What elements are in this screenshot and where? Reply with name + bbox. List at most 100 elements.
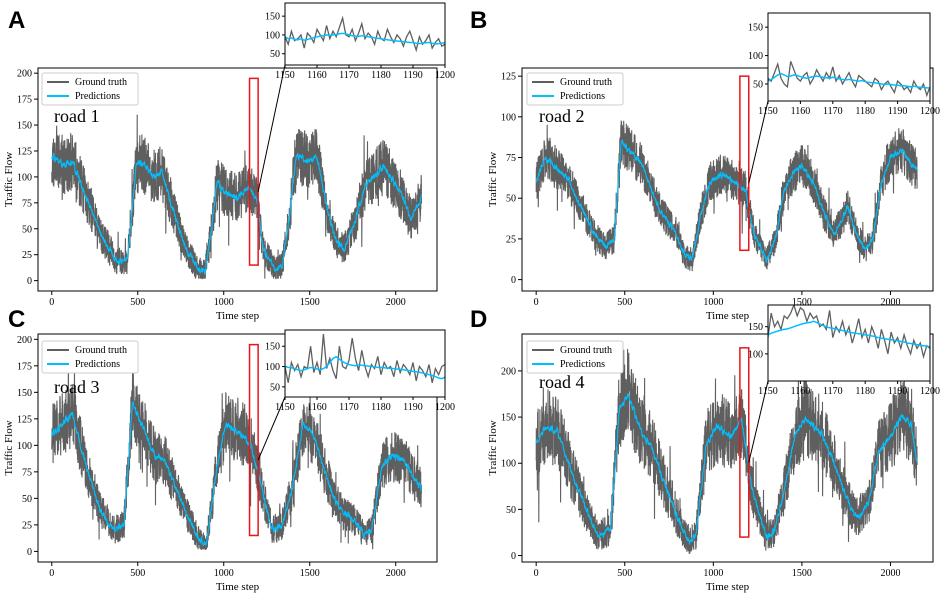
inset-y-tick-label: 100 (748, 349, 763, 360)
road-label: road 1 (54, 106, 99, 126)
y-tick-label: 150 (17, 121, 32, 132)
x-axis-label: Time step (216, 310, 260, 322)
inset-x-tick-label: 1170 (339, 70, 359, 81)
x-tick-label: 0 (49, 297, 54, 308)
inset-x-tick-label: 1180 (371, 70, 391, 81)
inset-frame (767, 304, 931, 382)
inset-ground-truth-line (285, 334, 445, 383)
y-tick-label: 100 (17, 441, 32, 452)
inset-x-tick-label: 1180 (855, 386, 875, 397)
y-tick-label: 125 (501, 72, 516, 83)
panel-label: B (470, 7, 487, 34)
predictions-line (535, 139, 918, 264)
inset-x-tick-label: 1190 (888, 106, 908, 117)
inset-x-tick-label: 1160 (791, 386, 811, 397)
x-tick-label: 500 (130, 297, 145, 308)
inset-x-tick-label: 1190 (403, 70, 423, 81)
x-tick-label: 1000 (214, 297, 234, 308)
y-tick-label: 100 (17, 172, 32, 183)
ground-truth-line (535, 120, 918, 272)
inset-background (285, 3, 445, 65)
x-axis-label: Time step (216, 581, 260, 593)
panel-label: A (8, 7, 25, 34)
road-label: road 3 (54, 377, 99, 397)
y-tick-label: 75 (506, 153, 516, 164)
x-tick-label: 0 (534, 568, 539, 579)
legend: Ground truth Predictions (41, 340, 139, 374)
y-tick-label: 150 (17, 388, 32, 399)
x-tick-label: 500 (130, 568, 145, 579)
y-axis-label: Traffic Flow (3, 420, 15, 475)
y-tick-label: 50 (22, 494, 32, 505)
panel-c: C 0 500 1000 1500 2000 0 25 50 75 100 125 150 175 200 T… (3, 306, 455, 593)
y-tick-label: 125 (17, 146, 32, 157)
y-axis-label: Traffic Flow (487, 420, 499, 475)
inset-frame (284, 329, 446, 398)
legend-label-predictions: Predictions (75, 359, 120, 370)
plot-frame (37, 333, 438, 563)
road-label: road 4 (539, 372, 584, 392)
inset-x-tick-label: 1200 (920, 106, 940, 117)
x-tick-label: 1000 (703, 568, 723, 579)
x-tick-label: 1500 (792, 568, 812, 579)
plot-frame (521, 333, 934, 563)
inset-x-tick-label: 1160 (307, 402, 327, 413)
inset-frame (767, 12, 931, 102)
inset-x-tick-label: 1180 (371, 402, 391, 413)
inset-y-tick-label: 100 (748, 51, 763, 62)
x-tick-label: 1500 (792, 297, 812, 308)
legend: Ground truth Predictions (526, 72, 624, 106)
y-tick-label: 25 (22, 250, 32, 261)
ground-truth-line (535, 348, 918, 554)
y-tick-label: 150 (501, 413, 516, 424)
plot-frame (521, 67, 934, 292)
inset-x-tick-label: 1160 (791, 106, 811, 117)
legend-label-predictions: Predictions (560, 359, 605, 370)
y-tick-label: 50 (22, 224, 32, 235)
zoom-highlight-box (248, 77, 259, 266)
inset-x-tick-label: 1170 (823, 386, 843, 397)
x-tick-label: 500 (617, 297, 632, 308)
y-tick-label: 100 (501, 459, 516, 470)
inset-predictions-line (285, 355, 445, 380)
inset-x-tick-label: 1180 (855, 106, 875, 117)
legend: Ground truth Predictions (526, 340, 624, 374)
inset-y-tick-label: 150 (265, 342, 280, 353)
panel-a: A 0 500 1000 1500 2000 0 25 50 75 100 125 150 175 200 T… (3, 2, 455, 322)
inset: 1150 1160 1170 1180 1190 1200 100 150 (748, 304, 940, 397)
predictions-line (535, 393, 918, 545)
y-tick-label: 200 (17, 335, 32, 346)
road-label: road 2 (539, 106, 584, 126)
y-tick-label: 175 (17, 95, 32, 106)
panel-b: B 0 500 1000 1500 2000 0 25 50 75 100 125 Time step T… (470, 7, 940, 322)
x-tick-label: 1500 (300, 297, 320, 308)
inset-y-tick-label: 150 (748, 23, 763, 34)
x-tick-label: 2000 (880, 297, 900, 308)
predictions-line (51, 401, 422, 546)
y-tick-label: 200 (501, 366, 516, 377)
inset-y-tick-label: 50 (753, 79, 763, 90)
inset-x-tick-label: 1170 (339, 402, 359, 413)
legend-label-predictions: Predictions (560, 91, 605, 102)
inset-x-tick-label: 1170 (823, 106, 843, 117)
x-axis-label: Time step (706, 310, 750, 322)
y-tick-label: 50 (506, 194, 516, 205)
inset: 1150 1160 1170 1180 1190 1200 50 100 150 (265, 329, 455, 413)
inset-x-tick-label: 1160 (307, 70, 327, 81)
x-tick-label: 1000 (214, 568, 234, 579)
zoom-connector-line (748, 380, 769, 463)
y-tick-label: 125 (17, 414, 32, 425)
y-tick-label: 25 (506, 234, 516, 245)
inset-y-tick-label: 50 (270, 382, 280, 393)
ground-truth-line (51, 355, 423, 550)
x-tick-label: 2000 (386, 568, 406, 579)
legend-label-ground-truth: Ground truth (560, 77, 612, 88)
legend-label-ground-truth: Ground truth (560, 345, 612, 356)
inset-ground-truth-line (768, 61, 930, 98)
panel-d: D 0 500 1000 1500 2000 0 50 100 150 200 Time step Tr… (470, 304, 940, 593)
predictions-line (51, 152, 423, 276)
inset-frame (284, 2, 446, 66)
panel-label: D (470, 306, 487, 333)
zoom-connector-line (257, 396, 286, 461)
inset-x-tick-label: 1150 (758, 386, 778, 397)
